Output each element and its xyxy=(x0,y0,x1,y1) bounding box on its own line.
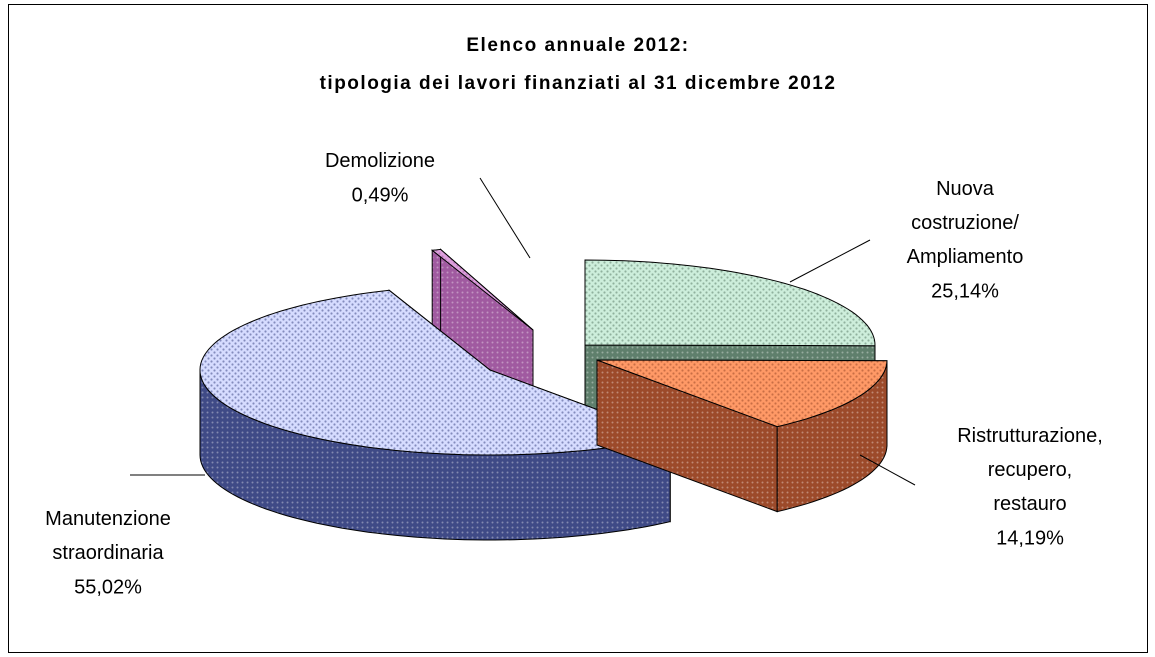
pie-slice xyxy=(199,289,672,456)
category-label: Ristrutturazione, recupero, restauro xyxy=(957,425,1103,515)
value-label: 25,14% xyxy=(931,280,999,302)
pie-slice xyxy=(596,359,888,428)
chart-frame xyxy=(8,4,1148,653)
leader-line xyxy=(859,454,916,486)
category-label: Nuova costruzione/Ampliamento xyxy=(907,178,1024,268)
pie-slice xyxy=(584,259,876,347)
value-label: 0,49% xyxy=(352,184,409,206)
chart-title: Elenco annuale 2012: xyxy=(466,35,689,56)
leader-line xyxy=(789,239,871,283)
chart-subtitle: tipologia dei lavori finanziati al 31 di… xyxy=(320,73,837,94)
category-label: Manutenzione straordinaria xyxy=(45,508,171,564)
pie-slice xyxy=(430,248,534,331)
leader-line xyxy=(479,177,531,259)
value-label: 55,02% xyxy=(74,576,142,598)
category-label: Demolizione xyxy=(325,150,435,172)
value-label: 14,19% xyxy=(996,527,1064,549)
